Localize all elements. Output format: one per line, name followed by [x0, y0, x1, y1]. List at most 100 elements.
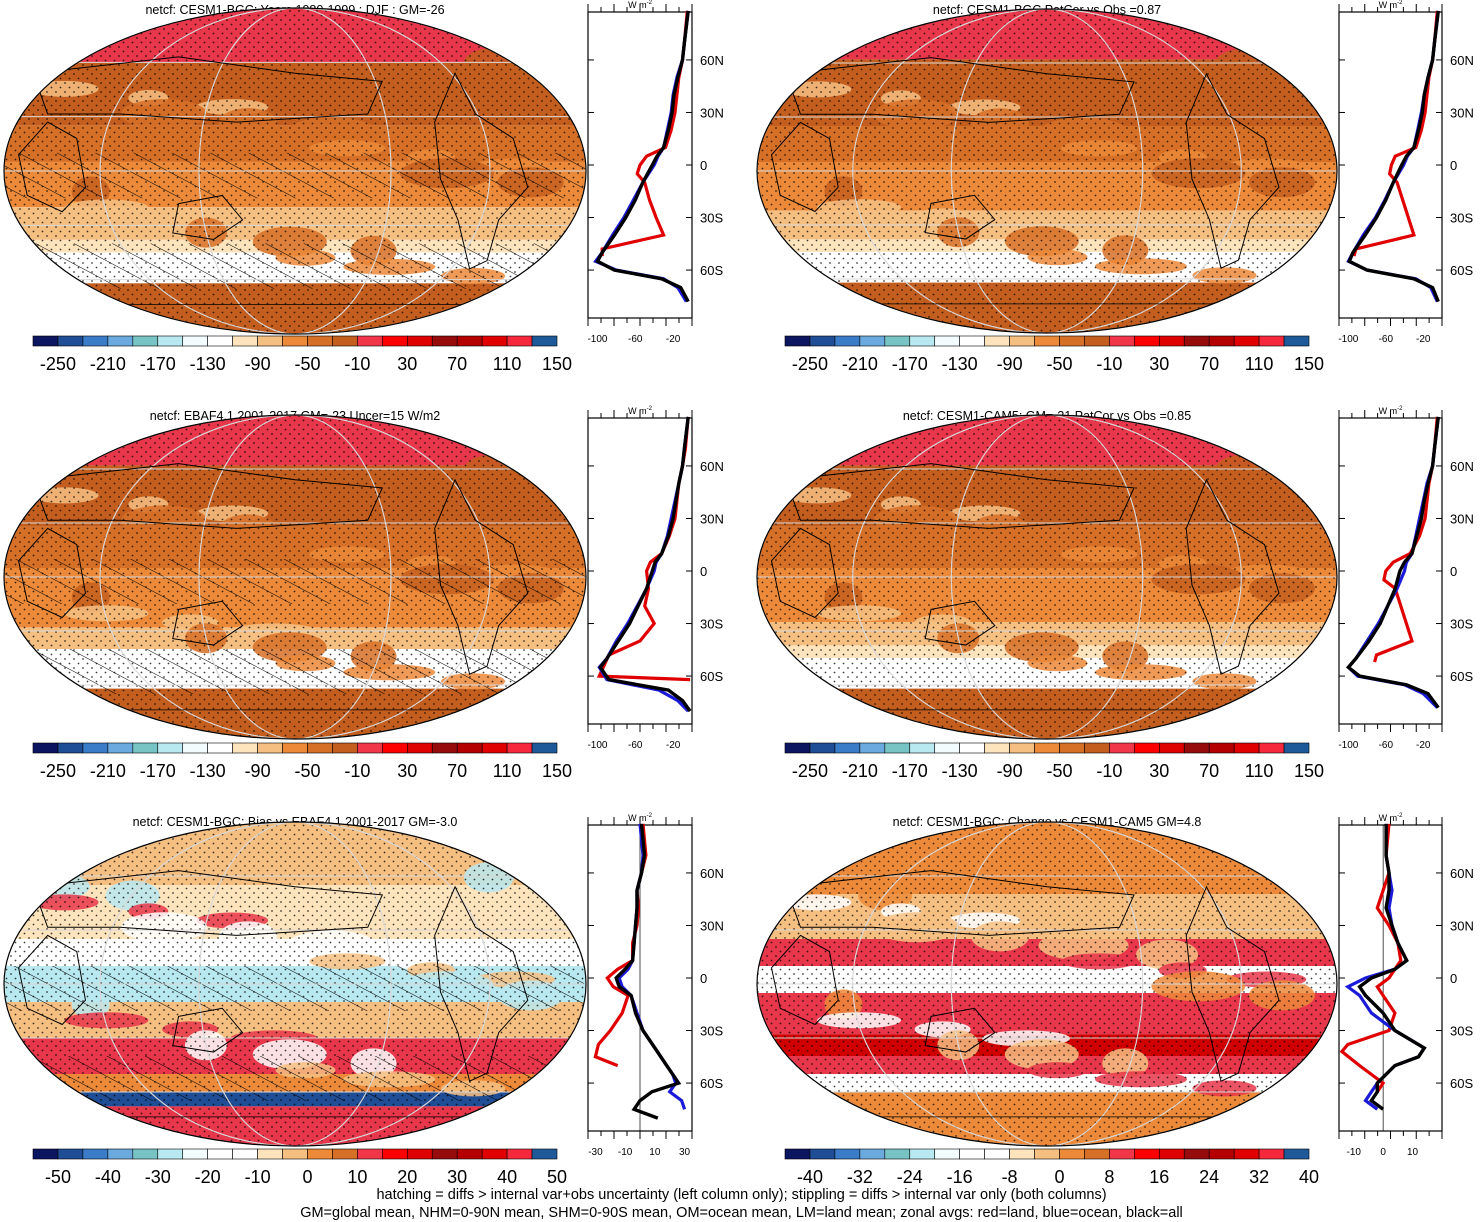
x-tick-label: -60 — [628, 334, 643, 345]
coastline — [924, 194, 996, 240]
x-tick-label: -20 — [666, 334, 681, 345]
colorbar-label: 30 — [447, 1167, 467, 1187]
map-field — [4, 8, 586, 334]
map-border — [3, 821, 587, 1147]
colorbar-label: -90 — [997, 354, 1023, 374]
colorbar-label: -210 — [90, 761, 126, 781]
colorbar-swatch — [531, 1148, 558, 1160]
graticule-meridian — [950, 822, 1144, 1146]
colorbar-swatch — [784, 1148, 811, 1160]
lat-label: 0 — [1450, 564, 1457, 579]
coastline — [1185, 885, 1280, 1082]
lat-label: 30N — [1450, 511, 1474, 526]
colorbar-label: -250 — [792, 354, 828, 374]
colorbar-label: -40 — [797, 1167, 823, 1187]
colorbar-label: -130 — [190, 354, 226, 374]
x-tick-label: -20 — [666, 740, 681, 751]
footer-line-2: GM=global mean, NHM=0-90N mean, SHM=0-90… — [300, 1205, 1183, 1221]
lat-label: 60S — [1450, 263, 1473, 278]
colorbar-swatch — [1009, 1148, 1035, 1160]
coastline — [770, 121, 839, 213]
zonal-curve-all — [1347, 10, 1440, 303]
graticule-meridian — [852, 415, 1242, 739]
colorbar-label: 20 — [397, 1167, 417, 1187]
colorbar-swatch — [1283, 1148, 1310, 1160]
lat-label: 0 — [700, 564, 707, 579]
coastline — [434, 885, 529, 1082]
x-tick-label: -100 — [587, 740, 607, 751]
x-tick-label: -100 — [587, 334, 607, 345]
x-tick-label: -60 — [1379, 740, 1394, 751]
colorbar-swatch — [1258, 1148, 1285, 1160]
colorbar-label: 70 — [447, 761, 467, 781]
colorbar-label: -40 — [95, 1167, 121, 1187]
x-tick-label: -20 — [1416, 334, 1431, 345]
lat-label: 30N — [700, 918, 724, 933]
colorbar-swatch — [959, 1148, 985, 1160]
lat-label: 30S — [1450, 617, 1473, 632]
colorbar-label: -50 — [45, 1167, 71, 1187]
x-tick-label: 0 — [1380, 1147, 1386, 1158]
colorbar-label: -90 — [245, 761, 271, 781]
colorbar-swatch — [909, 1148, 936, 1160]
colorbar-label: -24 — [897, 1167, 923, 1187]
lat-label: 30S — [700, 1024, 723, 1039]
colorbar-label: -210 — [842, 354, 878, 374]
lat-label: 60S — [700, 263, 723, 278]
map-field — [757, 415, 1337, 739]
lat-label: 0 — [1450, 971, 1457, 986]
graticule-meridian — [99, 822, 491, 1146]
lat-label: 60S — [1450, 1076, 1473, 1091]
graticule-meridian — [852, 822, 1242, 1146]
colorbar-swatch — [1208, 1148, 1235, 1160]
units-label: W m-2 — [1379, 406, 1403, 416]
map-field — [4, 415, 586, 739]
colorbar-label: -50 — [1046, 761, 1072, 781]
coastline — [32, 56, 384, 123]
colorbar-swatch — [809, 1148, 836, 1160]
zonal-curve-all — [614, 823, 682, 1120]
lat-label: 60N — [1450, 459, 1474, 474]
colorbar-label: 30 — [397, 354, 417, 374]
colorbar-swatch — [1283, 742, 1310, 754]
colorbar-label: 150 — [1294, 761, 1324, 781]
colorbar-label: 50 — [547, 1167, 567, 1187]
graticule-meridian — [852, 9, 1242, 333]
colorbar-label: -50 — [294, 354, 320, 374]
zonal-curve-land — [1339, 823, 1403, 1093]
coastline — [1185, 72, 1280, 269]
colorbar-swatch — [531, 742, 558, 754]
colorbar-label: 70 — [1199, 354, 1219, 374]
colorbar-label: -170 — [892, 761, 928, 781]
x-tick-label: -30 — [588, 1147, 603, 1158]
units-label: W m-2 — [1379, 0, 1403, 10]
colorbar-swatch — [1183, 1148, 1210, 1160]
lat-label: 30S — [1450, 1024, 1473, 1039]
colorbar-label: -32 — [847, 1167, 873, 1187]
hatching — [4, 243, 586, 289]
colorbar-label: -50 — [1046, 354, 1072, 374]
map-border — [756, 821, 1338, 1147]
graticule-meridian — [198, 415, 392, 739]
map-border — [3, 414, 587, 740]
x-tick-label: -60 — [628, 740, 643, 751]
colorbar-label: 0 — [302, 1167, 312, 1187]
colorbar-label: 150 — [1294, 354, 1324, 374]
colorbar-swatch — [1084, 1148, 1110, 1160]
lat-label: 0 — [1450, 158, 1457, 173]
colorbar-label: -10 — [245, 1167, 271, 1187]
colorbar-swatch — [1109, 1148, 1135, 1160]
colorbar-label: -210 — [90, 354, 126, 374]
graticule-meridian — [198, 8, 392, 334]
colorbar-label: 70 — [1199, 761, 1219, 781]
lat-label: 0 — [700, 971, 707, 986]
coastline — [785, 57, 1135, 123]
colorbar-label: 30 — [1149, 354, 1169, 374]
colorbar-label: 110 — [493, 761, 522, 781]
lat-label: 30S — [1450, 211, 1473, 226]
units-label: W m-2 — [628, 813, 652, 823]
colorbar-label: -170 — [140, 354, 176, 374]
